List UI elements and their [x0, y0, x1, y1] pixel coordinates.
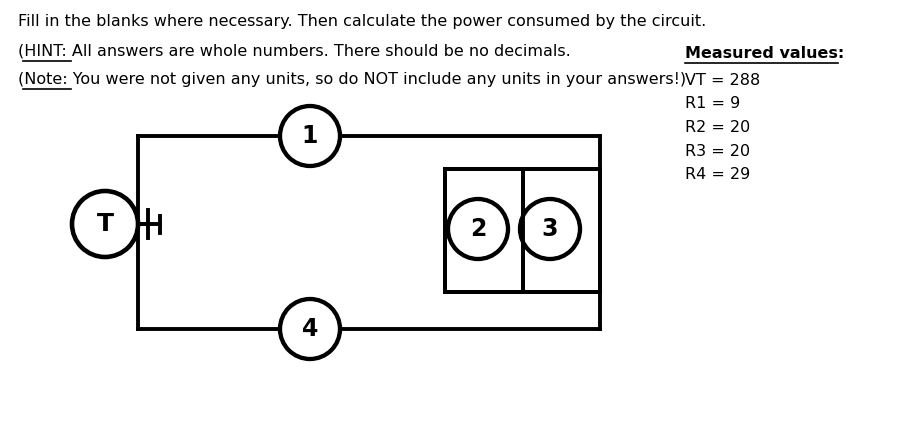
Circle shape [520, 199, 580, 259]
Circle shape [448, 199, 508, 259]
Text: 3: 3 [542, 217, 558, 241]
Text: 4: 4 [302, 317, 318, 341]
Text: VT = 288: VT = 288 [685, 73, 761, 88]
Text: 1: 1 [302, 124, 318, 148]
Text: R4 = 29: R4 = 29 [685, 167, 751, 182]
Text: R3 = 20: R3 = 20 [685, 144, 750, 158]
Text: Measured values:: Measured values: [685, 46, 844, 61]
Text: T: T [97, 212, 114, 236]
Text: 2: 2 [470, 217, 486, 241]
Circle shape [280, 106, 340, 166]
Circle shape [280, 299, 340, 359]
Text: (Note: You were not given any units, so do NOT include any units in your answers: (Note: You were not given any units, so … [18, 72, 686, 87]
Text: (HINT: All answers are whole numbers. There should be no decimals.: (HINT: All answers are whole numbers. Th… [18, 44, 571, 59]
Text: R1 = 9: R1 = 9 [685, 96, 741, 112]
Text: Fill in the blanks where necessary. Then calculate the power consumed by the cir: Fill in the blanks where necessary. Then… [18, 14, 706, 29]
Circle shape [72, 191, 138, 257]
Text: R2 = 20: R2 = 20 [685, 120, 751, 135]
